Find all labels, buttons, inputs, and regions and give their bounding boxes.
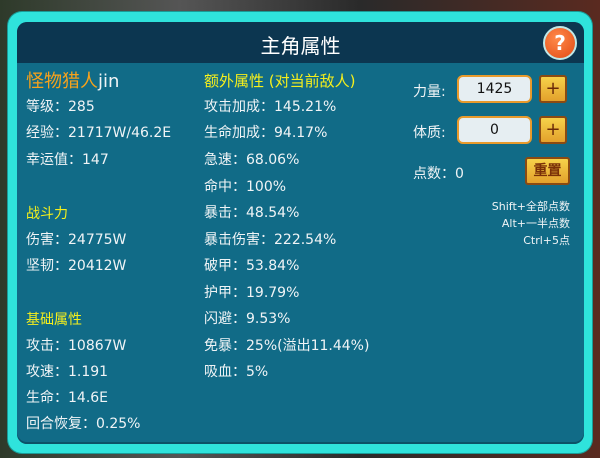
extra-stat: 护甲：19.79%	[204, 285, 300, 301]
strength-plus-button[interactable]: +	[539, 75, 567, 103]
extra-stat: 吸血：5%	[204, 364, 269, 380]
extra-stat: 暴击：48.54%	[204, 205, 300, 221]
character-attributes-panel: 主角属性	[17, 22, 584, 444]
extra-stat: 暴击伤害：222.54%	[204, 232, 337, 248]
stat-luck: 幸运值：147	[26, 152, 109, 168]
extra-stat: 攻击加成：145.21%	[204, 99, 337, 115]
stat-regen: 回合恢复：0.25%	[26, 416, 141, 432]
combat-power-heading: 战斗力	[26, 206, 68, 222]
constitution-input[interactable]: 0	[457, 116, 532, 144]
extra-stat: 免暴：25%(溢出11.44%)	[204, 338, 370, 354]
help-button[interactable]: ?	[543, 26, 577, 60]
extra-stat: 生命加成：94.17%	[204, 125, 328, 141]
base-attributes-heading: 基础属性	[26, 312, 82, 328]
stat-experience: 经验：21717W/46.2E	[26, 125, 172, 141]
hint-alt: Alt+一半点数	[501, 217, 570, 230]
extra-stat: 急速：68.06%	[204, 152, 300, 168]
reset-button[interactable]: 重置	[525, 157, 570, 185]
stat-damage: 伤害：24775W	[26, 232, 127, 248]
stat-hp: 生命：14.6E	[26, 390, 109, 406]
character-name-main: 怪物猎人	[26, 71, 98, 92]
remaining-points: 点数：0	[413, 166, 464, 182]
stat-toughness: 坚韧：20412W	[26, 258, 127, 274]
character-name-suffix: jin	[98, 71, 120, 92]
hint-shift: Shift+全部点数	[491, 200, 570, 213]
extra-stat: 破甲：53.84%	[204, 258, 300, 274]
strength-input[interactable]: 1425	[457, 75, 532, 103]
extra-stat: 闪避：9.53%	[204, 311, 291, 327]
stat-attack-speed: 攻速：1.191	[26, 364, 109, 380]
stat-level: 等级：285	[26, 99, 95, 115]
constitution-plus-button[interactable]: +	[539, 116, 567, 144]
strength-label: 力量:	[413, 84, 446, 100]
constitution-label: 体质:	[413, 125, 446, 141]
stat-attack: 攻击：10867W	[26, 338, 127, 354]
dialog-title: 主角属性	[260, 34, 341, 58]
character-name: 怪物猎人jin	[26, 67, 119, 93]
hint-ctrl: Ctrl+5点	[523, 234, 570, 247]
dialog-header: 主角属性	[17, 22, 584, 63]
extra-stat: 命中：100%	[204, 179, 287, 195]
extra-attributes-heading: 额外属性 (对当前敌人)	[204, 72, 356, 90]
